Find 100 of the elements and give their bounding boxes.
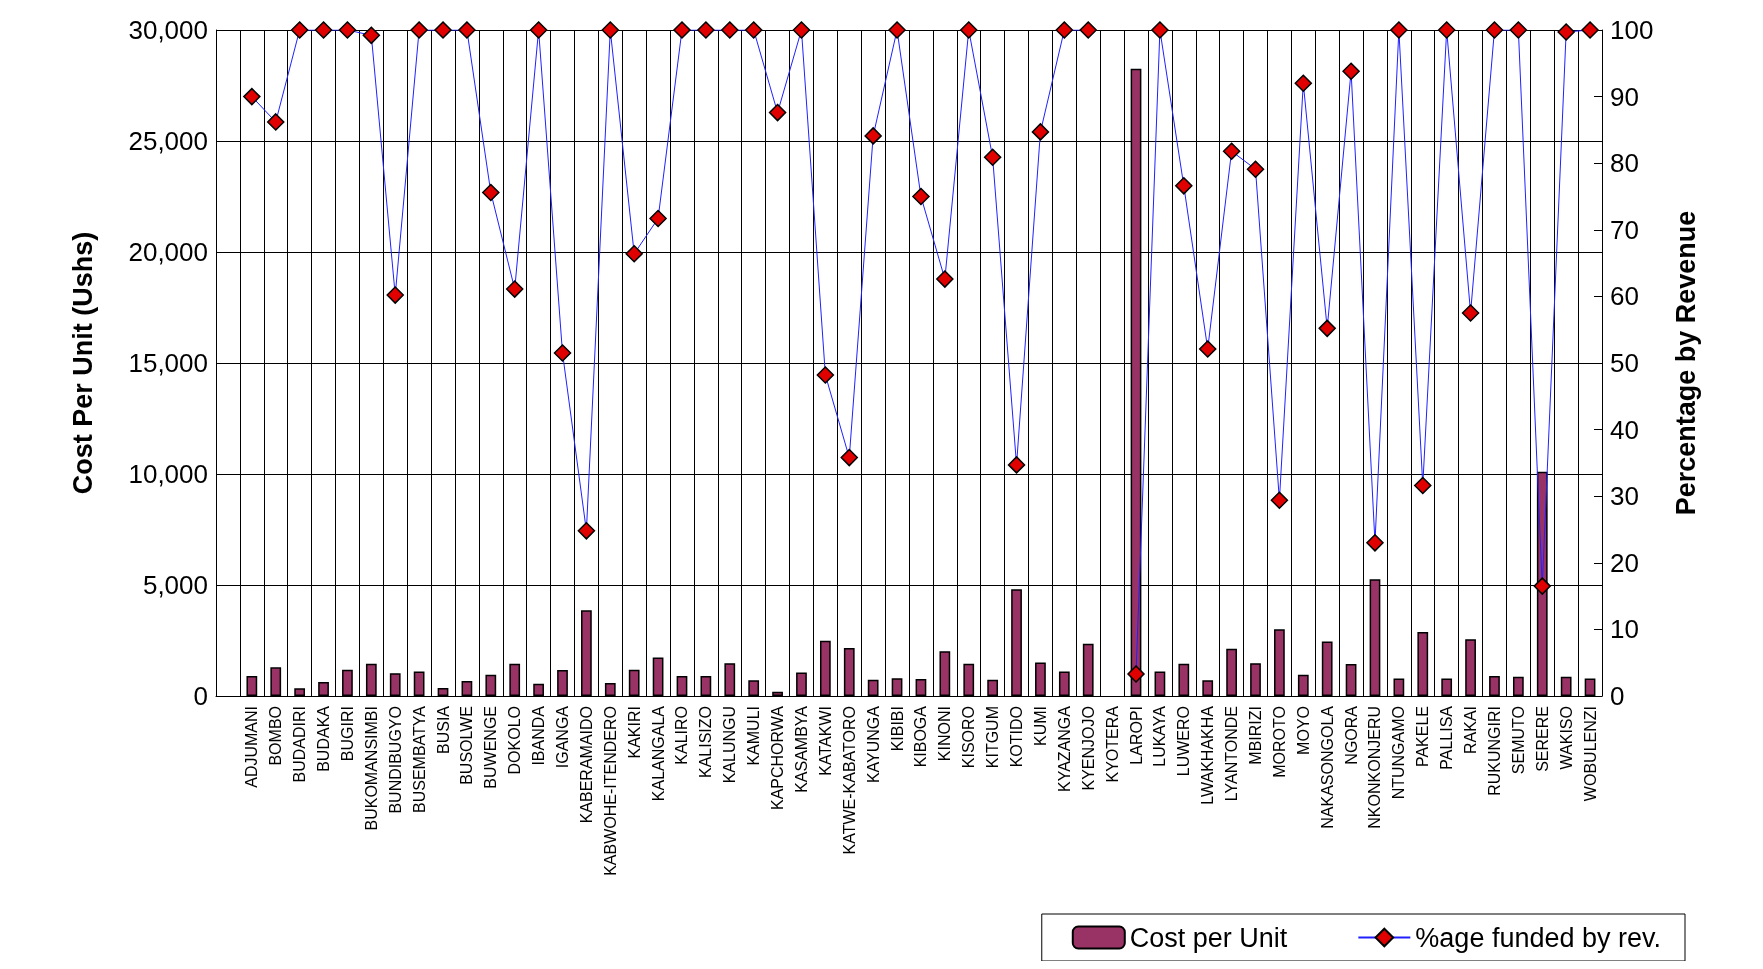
point — [1007, 456, 1026, 474]
x-tick-label: MBIRIZI — [1247, 706, 1264, 765]
y-tick-label: 15,000 — [128, 348, 208, 378]
point — [912, 187, 930, 206]
x-tick-label: RAKAI — [1462, 706, 1480, 755]
point — [744, 21, 763, 39]
x-tick-label: KAPCHORWA — [769, 705, 787, 811]
point — [362, 26, 381, 45]
y-tick-label: 25,000 — [128, 126, 208, 156]
point — [1437, 21, 1456, 39]
x-tick-label: KABWOHE-ITENDERO — [601, 706, 619, 876]
point — [1222, 142, 1241, 160]
y2-tick-label: 10 — [1610, 614, 1639, 645]
point — [1055, 21, 1074, 39]
x-tick-label: KUMI — [1031, 706, 1049, 746]
point — [1127, 665, 1145, 683]
x-tick-label: KITGUM — [984, 706, 1002, 769]
x-tick-label: IBANDA — [530, 705, 548, 766]
point — [505, 280, 524, 298]
y2-tick-label: 80 — [1610, 148, 1639, 179]
x-tick-label: KYOTERA — [1103, 705, 1121, 783]
point — [1198, 340, 1217, 358]
x-tick-label: LUKAYA — [1151, 705, 1169, 767]
point — [243, 87, 261, 106]
point — [888, 21, 906, 39]
point — [1031, 123, 1050, 141]
point — [983, 148, 1002, 166]
x-tick-label: PALLISA — [1438, 705, 1456, 770]
point — [816, 366, 835, 384]
point — [1581, 21, 1599, 39]
x-tick-label: ADJUMANI — [243, 706, 261, 788]
y2-tick-label: 90 — [1610, 81, 1639, 112]
point — [1557, 23, 1575, 41]
point — [1461, 304, 1480, 322]
y-tick-label: 10,000 — [128, 459, 208, 489]
point — [1366, 534, 1384, 552]
x-tick-label: BUDAKA — [315, 705, 333, 772]
point — [1509, 21, 1528, 39]
x-tick-label: KOTIDO — [1008, 706, 1026, 768]
x-tick-label: KYAZANGA — [1055, 705, 1073, 792]
x-tick-label: KALUNGU — [721, 706, 739, 784]
point — [1246, 160, 1265, 178]
x-tick-label: BUKOMANSIMBI — [362, 706, 380, 831]
x-tick-label: LWAKHAKHA — [1199, 705, 1217, 805]
x-tick-label: KABERAMAIDO — [577, 706, 595, 824]
point — [458, 21, 476, 39]
point — [697, 21, 715, 39]
y-axis-title: Cost Per Unit (Ushs) — [67, 231, 98, 495]
point — [721, 21, 739, 39]
x-tick-label: KASAMBYA — [792, 705, 810, 793]
x-tick-label: KATWE-KABATORO — [840, 706, 858, 855]
x-tick-label: KAYUNGA — [864, 705, 882, 784]
x-tick-label: KAKIRI — [625, 706, 643, 759]
point — [1533, 577, 1552, 595]
point — [290, 21, 309, 39]
point — [434, 21, 452, 39]
x-tick-label: BUNDIBUGYO — [386, 706, 404, 814]
x-tick-label: LAROPI — [1127, 706, 1145, 765]
x-tick-label: SERERE — [1533, 706, 1551, 772]
y-tick-label: 0 — [193, 681, 208, 711]
x-tick-label: WOBULENZI — [1581, 706, 1599, 802]
point — [266, 113, 285, 131]
x-tick-label: BUSEMBATYA — [410, 705, 428, 813]
point — [1342, 62, 1360, 81]
point — [840, 448, 859, 467]
y2-tick-label: 0 — [1610, 681, 1625, 711]
x-tick-label: LUWERO — [1175, 706, 1193, 777]
x-tick-label: BUWENGE — [482, 706, 500, 789]
x-tick-label: RUKUNGIRI — [1485, 706, 1503, 796]
x-tick-label: KISORO — [960, 706, 978, 769]
y2-axis-title: Percentage by Revenue — [1670, 210, 1701, 516]
point — [529, 21, 548, 39]
point — [553, 344, 572, 362]
point — [1318, 319, 1336, 338]
y2-tick-label: 100 — [1610, 15, 1654, 45]
y-tick-label: 5,000 — [142, 570, 208, 600]
point — [768, 103, 787, 122]
point — [1079, 21, 1097, 39]
x-tick-label: KYENJOJO — [1079, 706, 1097, 791]
x-tick-label: MOYO — [1294, 706, 1312, 755]
y2-tick-label: 70 — [1610, 214, 1639, 245]
legend-label: Cost per Unit — [1129, 922, 1288, 953]
x-tick-label: WAKISO — [1557, 706, 1575, 770]
y-tick-label: 20,000 — [128, 237, 208, 267]
point — [959, 21, 978, 39]
point — [673, 21, 691, 39]
point — [482, 183, 500, 202]
x-tick-label: KIBOGA — [912, 705, 930, 768]
x-tick-label: BOMBO — [267, 706, 285, 766]
x-tick-label: PAKELE — [1414, 706, 1432, 768]
x-tick-label: NTUNGAMO — [1390, 706, 1408, 800]
x-tick-label: NGORA — [1342, 705, 1360, 765]
point — [792, 21, 811, 39]
x-tick-label: KATAKWI — [816, 706, 834, 776]
point — [410, 21, 428, 39]
point — [1390, 21, 1408, 39]
x-tick-label: BUSIA — [434, 705, 452, 755]
x-tick-label: BUSOLWE — [458, 706, 476, 785]
point — [1270, 491, 1289, 509]
x-tick-label: LYANTONDE — [1223, 706, 1241, 802]
